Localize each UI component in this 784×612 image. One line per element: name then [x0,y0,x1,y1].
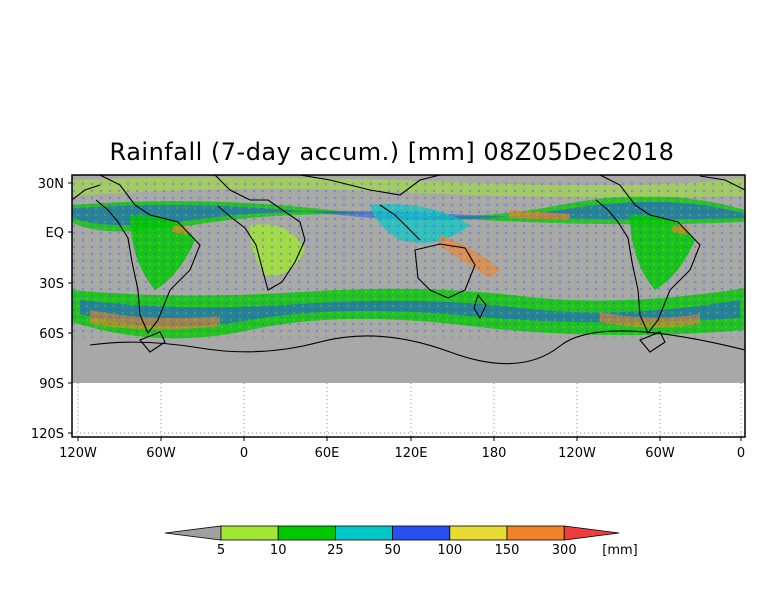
colorbar-segment [220,525,279,541]
colorbar-unit-label: [mm] [602,543,637,558]
lat-tick-label: 30S [39,277,64,292]
lon-tick-label: 120E [394,446,427,461]
colorbar-over-arrow [563,525,620,541]
map-frame [71,174,746,438]
lon-tick-label: 120W [558,446,596,461]
colorbar-segment [277,525,336,541]
colorbar-tick-label: 25 [327,543,344,558]
latitude-axis: 30N EQ 30S 60S 90S 120S [31,177,72,442]
lat-tick-label: EQ [46,226,64,241]
longitude-axis: 120W 60W 0 60E 120E 180 120W 60W 0 [59,437,745,461]
colorbar-under-arrow [164,525,222,541]
lon-tick-label: 60W [146,446,176,461]
colorbar-tick-label: 150 [495,543,520,558]
rainfall-field [72,177,745,339]
maritime-outline [379,204,421,241]
colorbar-tick-label: 5 [217,543,225,558]
lat-tick-label: 120S [31,427,64,442]
south-america-outline [95,175,201,335]
lon-tick-label: 60E [315,446,340,461]
colorbar-tick-label: 300 [552,543,577,558]
map-title: Rainfall (7-day accum.) [mm] 08Z05Dec201… [109,138,675,166]
colorbar-segment [334,525,393,541]
antarctic-peninsula-outline [139,331,166,353]
central-america-outline [72,184,101,201]
antarctic-peninsula-outline-2 [639,331,666,353]
new-zealand-outline [473,293,487,320]
colorbar-tick-label: 100 [437,543,462,558]
lon-tick-label: 0 [240,446,248,461]
lon-tick-label: 120W [59,446,97,461]
coastline-outlines [72,175,745,365]
antarctica-outline-1 [89,330,745,365]
colorbar: 5 10 25 50 100 150 300 [mm] [164,525,638,558]
colorbar-segment [392,525,451,541]
lat-tick-label: 30N [38,177,64,192]
australia-outline [414,243,476,299]
rain-speckle-texture [72,178,745,338]
lon-tick-label: 0 [737,446,745,461]
eurasia-outline [299,175,441,196]
north-america-outline [699,175,745,191]
lat-tick-label: 90S [39,377,64,392]
colorbar-tick-label: 10 [270,543,287,558]
lower-gridlines [72,383,745,437]
colorbar-segment [506,525,565,541]
lon-tick-label: 60W [645,446,675,461]
africa-outline [214,175,306,291]
lon-tick-label: 180 [482,446,507,461]
colorbar-segment [449,525,508,541]
colorbar-tick-label: 50 [384,543,401,558]
south-america-outline-2 [595,175,701,335]
lat-tick-label: 60S [39,327,64,342]
